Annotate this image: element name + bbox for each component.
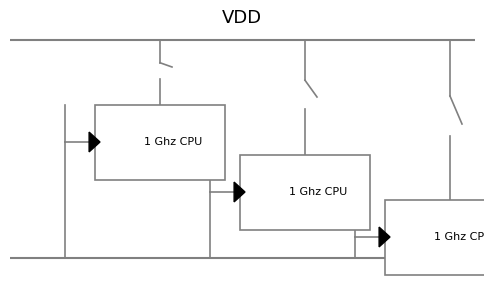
Bar	[95, 105, 225, 180]
Text: VDD: VDD	[222, 9, 261, 27]
Text: 1 Ghz CPU: 1 Ghz CPU	[434, 232, 484, 242]
Polygon shape	[234, 182, 244, 202]
Bar	[384, 200, 484, 275]
Polygon shape	[378, 227, 389, 247]
Text: 1 Ghz CPU: 1 Ghz CPU	[144, 137, 202, 147]
Polygon shape	[89, 132, 100, 152]
Text: 1 Ghz CPU: 1 Ghz CPU	[289, 187, 347, 197]
Bar	[240, 155, 369, 230]
